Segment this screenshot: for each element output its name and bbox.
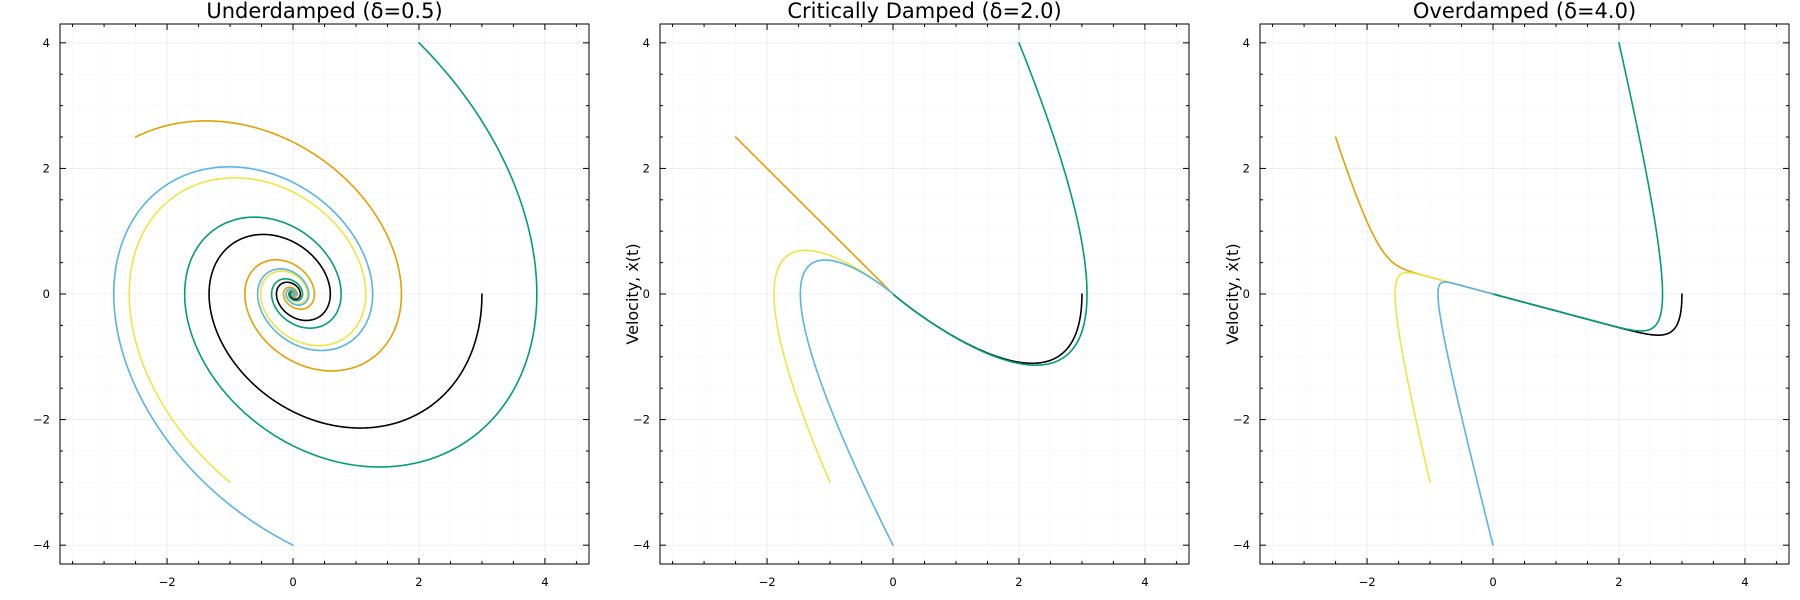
x-tick-label: 4: [541, 575, 548, 589]
trajectories: [112, 42, 538, 546]
y-tick-label: −4: [33, 538, 50, 552]
y-tick-label: −2: [33, 413, 50, 427]
y-tick-label: −4: [1233, 538, 1250, 552]
y-tick-label: 0: [1243, 287, 1250, 301]
trajectory-line-3: [1334, 136, 1494, 295]
trajectory-line-1: [208, 233, 483, 429]
chart-panel-1: −2 0 2 4 −4 −2 0 2 4 Underdamped (δ=0.5): [33, 0, 590, 589]
y-axis-label: Velocity, ẋ(t): [1223, 243, 1242, 344]
trajectory-line-5: [1437, 281, 1494, 546]
trajectory-line-5: [112, 166, 374, 546]
panel-title: Underdamped (δ=0.5): [206, 0, 442, 23]
trajectory-line-3: [734, 136, 894, 295]
y-tick-label: 2: [643, 161, 650, 175]
x-tick-label: 0: [289, 575, 296, 589]
x-tick-label: 4: [1741, 575, 1748, 589]
y-tick-label: −2: [1233, 413, 1250, 427]
trajectory-line-2: [892, 42, 1088, 366]
trajectory-line-3: [134, 120, 403, 372]
x-tick-label: 4: [1141, 575, 1148, 589]
chart-panel-3: −2 0 2 4 −4 −2 0 2 4 Overdamped (δ=4.0) Velocity, …: [1223, 0, 1790, 589]
trajectories: [734, 42, 1088, 546]
y-axis-label: Velocity, ẋ(t): [623, 243, 642, 344]
x-tick-label: −2: [1359, 575, 1376, 589]
x-tick-label: −2: [159, 575, 176, 589]
trajectory-line-4: [773, 249, 894, 484]
x-tick-label: 2: [1015, 575, 1022, 589]
panel-title: Critically Damped (δ=2.0): [787, 0, 1061, 23]
trajectory-line-2: [183, 42, 538, 468]
x-tick-label: 0: [889, 575, 896, 589]
trajectory-line-2: [1492, 42, 1664, 332]
y-tick-label: 4: [1243, 36, 1250, 50]
chart-panel-2: −2 0 2 4 −4 −2 0 2 4 Critically Damped (δ=2.0) Vel…: [623, 0, 1190, 589]
x-tick-label: 2: [1615, 575, 1622, 589]
y-tick-label: 2: [43, 161, 50, 175]
x-tick-label: −2: [759, 575, 776, 589]
panel-title: Overdamped (δ=4.0): [1413, 0, 1636, 23]
y-tick-label: 4: [643, 36, 650, 50]
trajectories: [1334, 42, 1683, 546]
trajectory-line-5: [799, 259, 894, 546]
y-tick-label: 0: [643, 287, 650, 301]
y-tick-label: 2: [1243, 161, 1250, 175]
y-tick-label: 4: [43, 36, 50, 50]
x-tick-label: 2: [415, 575, 422, 589]
y-tick-label: −2: [633, 413, 650, 427]
x-tick-label: 0: [1489, 575, 1496, 589]
y-tick-label: −4: [633, 538, 650, 552]
y-tick-label: 0: [43, 287, 50, 301]
